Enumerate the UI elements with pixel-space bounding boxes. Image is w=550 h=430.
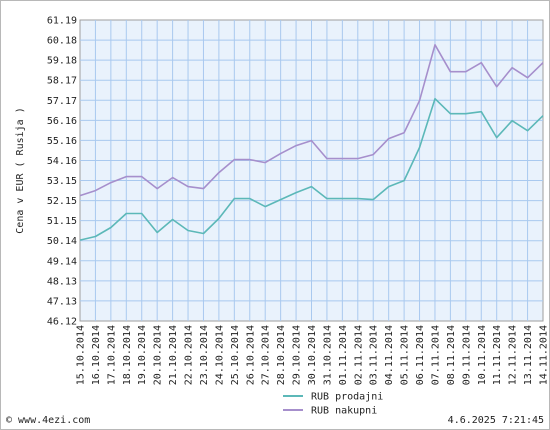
y-axis-ticks: 61.19 60.18 59.18 58.17 57.17 56.16 55.16 54.16… — [47, 16, 77, 328]
x-tick-label: 12.11.2014 — [508, 325, 519, 385]
y-tick-label: 56.16 — [47, 116, 77, 127]
x-tick-label: 15.10.2014 — [76, 325, 87, 385]
x-tick-label: 19.10.2014 — [137, 325, 148, 385]
legend-label: RUB nakupni — [311, 406, 377, 417]
footer-datetime: 4.6.2025 7:21:45 — [448, 415, 544, 426]
x-tick-label: 08.11.2014 — [446, 325, 457, 385]
y-tick-label: 53.15 — [47, 176, 77, 187]
x-tick-label: 26.10.2014 — [245, 325, 256, 385]
x-tick-label: 02.11.2014 — [353, 325, 364, 385]
x-tick-label: 22.10.2014 — [184, 325, 195, 385]
x-tick-label: 11.11.2014 — [492, 325, 503, 385]
x-tick-label: 17.10.2014 — [106, 325, 117, 385]
x-tick-label: 18.10.2014 — [122, 325, 133, 385]
y-tick-label: 59.18 — [47, 56, 77, 67]
x-tick-label: 06.11.2014 — [415, 325, 426, 385]
y-tick-label: 46.12 — [47, 317, 77, 328]
x-tick-label: 01.11.2014 — [338, 325, 349, 385]
x-tick-label: 23.10.2014 — [199, 325, 210, 385]
legend: RUB prodajni RUB nakupni — [283, 392, 383, 417]
y-tick-label: 57.17 — [47, 96, 77, 107]
y-tick-label: 47.13 — [47, 296, 77, 307]
y-axis-label: Cena v EUR ( Rusija ) — [15, 107, 26, 233]
x-tick-label: 24.10.2014 — [214, 325, 225, 385]
y-tick-label: 55.16 — [47, 136, 77, 147]
series-line — [79, 43, 544, 197]
y-tick-label: 51.15 — [47, 216, 77, 227]
x-tick-label: 07.11.2014 — [430, 325, 441, 385]
x-tick-label: 14.11.2014 — [539, 325, 550, 385]
series-lines — [79, 43, 544, 241]
x-tick-label: 05.11.2014 — [400, 325, 411, 385]
y-tick-label: 50.14 — [47, 236, 77, 247]
x-tick-label: 13.11.2014 — [523, 325, 534, 385]
x-tick-label: 28.10.2014 — [276, 325, 287, 385]
y-tick-label: 61.19 — [47, 16, 77, 27]
x-tick-label: 25.10.2014 — [230, 325, 241, 385]
y-tick-label: 52.15 — [47, 196, 77, 207]
x-tick-label: 04.11.2014 — [384, 325, 395, 385]
series-line — [79, 97, 544, 241]
x-tick-label: 03.11.2014 — [369, 325, 380, 385]
y-tick-label: 60.18 — [47, 36, 77, 47]
x-tick-label: 09.11.2014 — [461, 325, 472, 385]
x-axis-ticks: 15.10.2014 16.10.2014 17.10.2014 18.10.2014… — [76, 325, 550, 385]
y-tick-label: 48.13 — [47, 276, 77, 287]
x-tick-label: 21.10.2014 — [168, 325, 179, 385]
y-tick-label: 49.14 — [47, 256, 77, 267]
x-tick-label: 31.10.2014 — [322, 325, 333, 385]
x-tick-label: 30.10.2014 — [307, 325, 318, 385]
y-tick-label: 58.17 — [47, 76, 77, 87]
x-tick-label: 20.10.2014 — [153, 325, 164, 385]
grid-lines — [80, 20, 543, 321]
x-tick-label: 29.10.2014 — [292, 325, 303, 385]
x-tick-label: 10.11.2014 — [477, 325, 488, 385]
legend-label: RUB prodajni — [311, 392, 383, 403]
x-tick-label: 27.10.2014 — [261, 325, 272, 385]
footer-source: © www.4ezi.com — [6, 415, 90, 426]
x-tick-label: 16.10.2014 — [91, 325, 102, 385]
y-tick-label: 54.16 — [47, 156, 77, 167]
